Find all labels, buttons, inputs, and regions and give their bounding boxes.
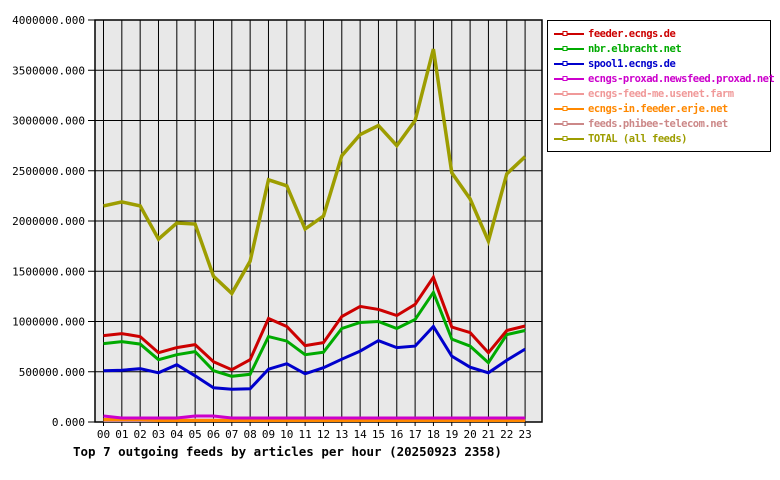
x-tick-label: 05 [189,428,202,441]
legend-marker-icon [554,30,584,36]
y-tick-label: 500000.000 [19,366,85,379]
series-line-spool1-ecngs-de [103,324,526,391]
y-tick-label: 1000000.000 [12,316,85,329]
x-tick-label: 06 [207,428,220,441]
legend-item-label: ecngs-proxad.newsfeed.proxad.net [588,72,775,85]
legend-marker-icon [554,120,584,126]
x-tick-label: 18 [427,428,440,441]
chart-title: Top 7 outgoing feeds by articles per hou… [73,444,502,459]
x-tick-label: 20 [463,428,476,441]
x-tick-label: 14 [353,428,367,441]
x-tick-label: 10 [280,428,293,441]
legend-box: feeder.ecngs.de nbr.elbracht.net spool1.ec… [547,20,775,152]
series-line-ecngs-in-feeder-erje-net [103,418,526,422]
y-tick-label: 2000000.000 [12,215,85,228]
legend-marker-icon [554,90,584,96]
x-tick-label: 03 [152,428,165,441]
y-tick-label: 3000000.000 [12,115,85,128]
x-tick-label: 00 [97,428,110,441]
y-tick-label: 4000000.000 [12,14,85,27]
legend-item-label: ecngs-in.feeder.erje.net [588,102,728,115]
x-tick-label: 02 [134,428,147,441]
legend-marker-icon [554,60,584,66]
legend-item: ecngs-feed-me.usenet.farm [548,86,770,101]
x-tick-label: 04 [170,428,184,441]
legend-item: ecngs-proxad.newsfeed.proxad.net [548,71,775,86]
x-tick-label: 09 [262,428,275,441]
legend-item-label: TOTAL (all feeds) [588,132,687,145]
legend-item-label: ecngs-feed-me.usenet.farm [588,87,734,100]
y-tick-label: 1500000.000 [12,265,85,278]
legend-item: ecngs-in.feeder.erje.net [548,101,770,116]
legend-item-label: feeder.ecngs.de [588,27,676,40]
x-tick-label: 15 [372,428,385,441]
x-tick-label: 22 [500,428,513,441]
x-tick-label: 17 [408,428,421,441]
series-line-feeder-ecngs-de [103,274,526,372]
legend-marker-icon [554,45,584,51]
legend-item: feeder.ecngs.de [548,26,770,41]
legend-item: TOTAL (all feeds) [548,131,770,146]
legend-item-label: feeds.phibee-telecom.net [588,117,728,130]
x-tick-label: 01 [115,428,128,441]
y-tick-label: 2500000.000 [12,165,85,178]
x-tick-label: 13 [335,428,348,441]
y-tick-label: 0.000 [52,416,85,429]
x-tick-label: 07 [225,428,238,441]
x-tick-label: 08 [244,428,257,441]
x-tick-label: 11 [299,428,312,441]
legend-marker-icon [554,135,584,141]
legend-marker-icon [554,105,584,111]
series-line-total-all-feeds- [103,48,527,297]
legend-marker-icon [554,75,584,81]
x-tick-label: 12 [317,428,330,441]
y-tick-label: 3500000.000 [12,64,85,77]
legend-item: spool1.ecngs.de [548,56,770,71]
legend-item-label: nbr.elbracht.net [588,42,682,55]
x-tick-label: 23 [518,428,531,441]
series-line-nbr-elbracht-net [103,289,526,378]
legend-item: feeds.phibee-telecom.net [548,116,770,131]
legend-item-label: spool1.ecngs.de [588,57,676,70]
legend-item: nbr.elbracht.net [548,41,770,56]
x-tick-label: 16 [390,428,403,441]
x-tick-label: 19 [445,428,458,441]
x-tick-label: 21 [482,428,495,441]
series-line-ecngs-proxad-newsfeed-proxad-net [103,414,526,420]
